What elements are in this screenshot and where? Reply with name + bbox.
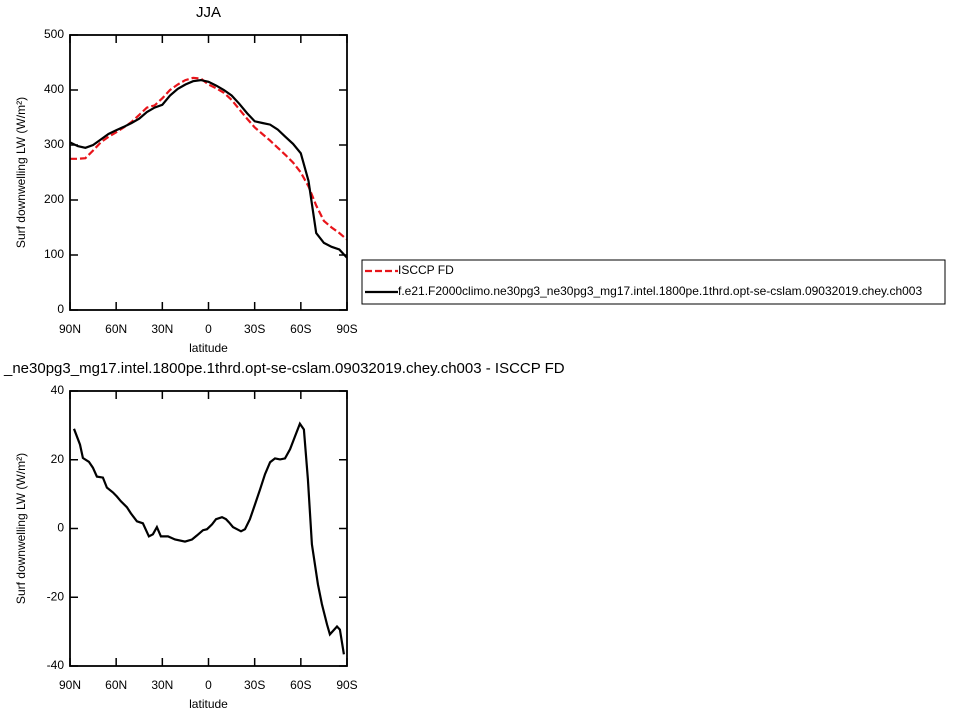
x-tick-label: 0 (205, 678, 212, 692)
y-tick-label: 400 (44, 82, 64, 96)
y-axis-label: Surf downwelling LW (W/m²) (14, 97, 28, 248)
x-tick-label: 0 (205, 322, 212, 336)
data-line (69, 78, 348, 259)
x-tick-label: 90N (59, 322, 81, 336)
x-tick-label: 90S (336, 322, 357, 336)
x-axis-label: latitude (189, 697, 228, 711)
x-axis-label: latitude (189, 341, 228, 355)
x-tick-label: 30N (151, 322, 173, 336)
x-tick-label: 90N (59, 678, 81, 692)
x-tick-label: 30S (244, 322, 265, 336)
x-tick-label: 30N (151, 678, 173, 692)
data-line (70, 76, 348, 241)
y-tick-label: 0 (57, 302, 64, 316)
y-tick-label: 20 (51, 452, 65, 466)
plot-frame (69, 34, 348, 311)
chart-title: JJA (196, 4, 221, 21)
x-tick-label: 60N (105, 678, 127, 692)
legend-label: ISCCP FD (398, 263, 454, 277)
y-tick-label: -40 (47, 658, 65, 672)
x-tick-label: 60S (290, 322, 311, 336)
x-tick-label: 90S (336, 678, 357, 692)
x-tick-label: 60N (105, 322, 127, 336)
x-tick-label: 30S (244, 678, 265, 692)
y-tick-label: 40 (51, 383, 65, 397)
data-line (72, 421, 345, 655)
y-tick-label: 200 (44, 192, 64, 206)
y-tick-label: 300 (44, 137, 64, 151)
x-tick-label: 60S (290, 678, 311, 692)
chart-title: _ne30pg3_mg17.intel.1800pe.1thrd.opt-se-… (3, 360, 565, 377)
y-axis-label: Surf downwelling LW (W/m²) (14, 453, 28, 604)
y-tick-label: -20 (47, 589, 65, 603)
y-tick-label: 0 (57, 521, 64, 535)
legend-label: f.e21.F2000climo.ne30pg3_ne30pg3_mg17.in… (398, 284, 922, 298)
legend-box (361, 259, 946, 305)
y-tick-label: 500 (44, 27, 64, 41)
plot-frame (69, 390, 348, 667)
y-tick-label: 100 (44, 247, 64, 261)
